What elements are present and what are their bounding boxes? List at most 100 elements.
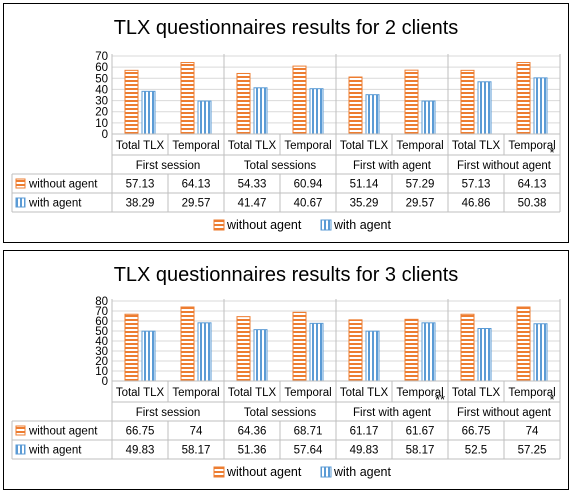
bar-without-agent xyxy=(460,313,475,382)
bar-with-agent xyxy=(533,77,548,135)
group-label: First session xyxy=(136,407,201,419)
data-label: 66.75 xyxy=(126,426,155,438)
data-label: 57.64 xyxy=(294,445,323,457)
data-label: 35.29 xyxy=(350,198,379,210)
legend-key xyxy=(213,466,225,478)
y-tick-label: 30 xyxy=(95,96,108,108)
bar-without-agent xyxy=(236,316,251,382)
data-label: 57.13 xyxy=(462,179,491,191)
bar-with-agent xyxy=(477,328,492,382)
data-label: 29.57 xyxy=(182,198,211,210)
bar-with-agent xyxy=(421,100,436,135)
bar-without-agent xyxy=(516,62,531,135)
y-tick-label: 80 xyxy=(95,296,108,308)
chart-panel-3-clients: TLX questionnaires results for 3 clients… xyxy=(3,250,569,490)
bar-with-agent xyxy=(141,90,156,135)
x-tick-label: Total TLX xyxy=(116,140,165,152)
data-label: 51.14 xyxy=(350,179,379,191)
bar-without-agent xyxy=(124,313,139,382)
y-tick-label: 0 xyxy=(102,129,108,141)
x-tick-label: Temporal xyxy=(508,387,555,399)
group-label: Total sessions xyxy=(244,160,316,172)
y-tick-label: 30 xyxy=(95,346,108,358)
data-label: 57.13 xyxy=(126,179,155,191)
data-label: 60.94 xyxy=(294,179,323,191)
y-tick-label: 10 xyxy=(95,118,108,130)
data-label: 68.71 xyxy=(294,426,323,438)
bar-without-agent xyxy=(404,69,419,135)
y-tick-label: 70 xyxy=(95,306,108,318)
data-label: 57.29 xyxy=(406,179,435,191)
significance-mark: * xyxy=(549,145,554,160)
significance-mark: ** xyxy=(435,392,445,407)
y-tick-label: 20 xyxy=(95,107,108,119)
data-label: 64.13 xyxy=(518,179,547,191)
data-label: 64.13 xyxy=(182,179,211,191)
bar-with-agent xyxy=(253,87,268,135)
x-tick-label: Temporal xyxy=(172,140,219,152)
series-name: with agent xyxy=(28,445,82,457)
bar-without-agent xyxy=(180,62,195,135)
chart-title: TLX questionnaires results for 2 clients xyxy=(114,17,459,39)
y-tick-label: 20 xyxy=(95,356,108,368)
chart-title: TLX questionnaires results for 3 clients xyxy=(114,264,459,286)
group-label: First without agent xyxy=(457,160,552,172)
y-tick-label: 50 xyxy=(95,73,108,85)
group-label: First with agent xyxy=(353,407,432,419)
bar-with-agent xyxy=(365,94,380,135)
series-name: without agent xyxy=(28,179,98,191)
data-label: 38.29 xyxy=(126,198,155,210)
data-label: 58.17 xyxy=(182,445,211,457)
bar-with-agent xyxy=(141,330,156,382)
bar-without-agent xyxy=(348,76,363,135)
bar-with-agent xyxy=(309,88,324,135)
legend-key xyxy=(15,197,26,208)
group-label: Total sessions xyxy=(244,407,316,419)
x-tick-label: Temporal xyxy=(284,387,331,399)
x-tick-label: Total TLX xyxy=(340,140,389,152)
y-tick-label: 60 xyxy=(95,316,108,328)
x-tick-label: Total TLX xyxy=(452,140,501,152)
bar-with-agent xyxy=(365,330,380,382)
data-label: 49.83 xyxy=(126,445,155,457)
legend-label: with agent xyxy=(333,218,392,232)
y-tick-label: 40 xyxy=(95,84,108,96)
y-tick-label: 10 xyxy=(95,366,108,378)
data-label: 50.38 xyxy=(518,198,547,210)
legend-label: without agent xyxy=(226,218,302,232)
bar-with-agent xyxy=(533,323,548,382)
data-label: 57.25 xyxy=(518,445,547,457)
bar-with-agent xyxy=(197,100,212,135)
data-label: 29.57 xyxy=(406,198,435,210)
y-tick-label: 40 xyxy=(95,336,108,348)
legend-key xyxy=(320,466,332,478)
x-tick-label: Temporal xyxy=(396,140,443,152)
series-name: with agent xyxy=(28,198,82,210)
bar-without-agent xyxy=(180,306,195,382)
legend-key xyxy=(213,219,225,231)
data-label: 64.36 xyxy=(238,426,267,438)
bar-with-agent xyxy=(309,322,324,382)
x-tick-label: Temporal xyxy=(508,140,555,152)
legend-label: without agent xyxy=(226,465,302,479)
x-tick-label: Temporal xyxy=(396,387,443,399)
y-tick-label: 60 xyxy=(95,62,108,74)
data-label: 49.83 xyxy=(350,445,379,457)
y-tick-label: 0 xyxy=(102,376,108,388)
data-label: 66.75 xyxy=(462,426,491,438)
bar-without-agent xyxy=(404,318,419,382)
data-label: 54.33 xyxy=(238,179,267,191)
legend-key xyxy=(15,444,26,455)
bar-with-agent xyxy=(477,81,492,135)
y-tick-label: 50 xyxy=(95,326,108,338)
x-tick-label: Total TLX xyxy=(228,387,277,399)
legend-key xyxy=(15,425,26,436)
x-tick-label: Total TLX xyxy=(452,387,501,399)
group-label: First without agent xyxy=(457,407,552,419)
legend-label: with agent xyxy=(333,465,392,479)
significance-mark: * xyxy=(549,392,554,407)
bar-without-agent xyxy=(348,319,363,382)
x-tick-label: Total TLX xyxy=(340,387,389,399)
bar-without-agent xyxy=(516,306,531,382)
legend-key xyxy=(320,219,332,231)
